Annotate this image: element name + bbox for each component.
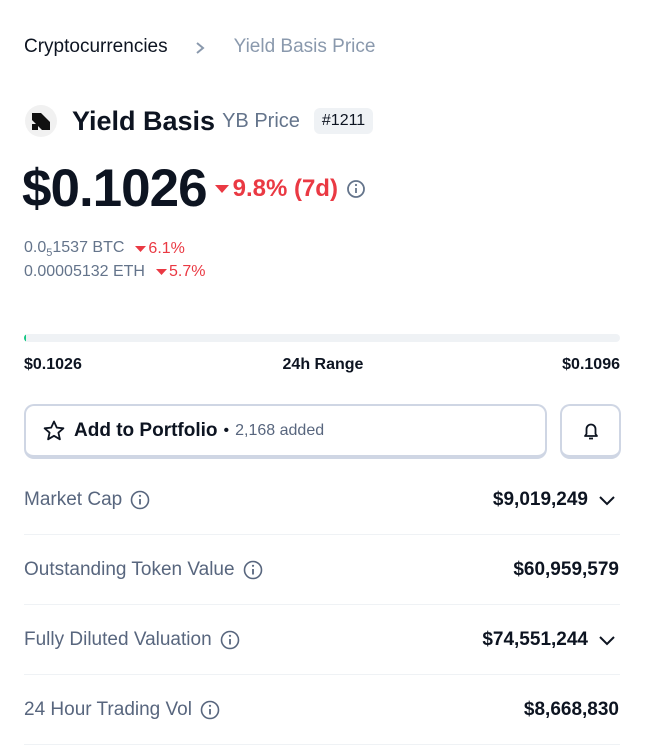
breadcrumb: Cryptocurrencies Yield Basis Price <box>24 36 375 58</box>
added-count: 2,168 added <box>235 421 325 439</box>
info-icon[interactable] <box>122 489 156 511</box>
range-fill <box>24 334 26 342</box>
eth-change: 5.7% <box>155 263 205 281</box>
btc-amount: 0.051537 BTC <box>24 239 124 259</box>
down-triangle <box>135 246 147 253</box>
eth-amount: 0.00005132 ETH <box>24 263 145 280</box>
btc-zeros: 5 <box>46 247 53 260</box>
coin-rank: #1211 <box>313 108 374 134</box>
expand-chevron[interactable] <box>588 490 620 510</box>
price-change: 9.8% (7d) <box>213 175 338 203</box>
stat-label: Outstanding Token Value <box>24 559 269 581</box>
price-change-text: 9.8% (7d) <box>232 174 338 202</box>
star-icon <box>43 420 65 440</box>
btc-change-text: 6.1% <box>148 240 185 258</box>
stat-value-text: $9,019,249 <box>492 488 588 510</box>
price: $0.1026 <box>22 159 208 218</box>
btc-prefix: 0.0 <box>24 239 47 256</box>
breadcrumb-chevron <box>195 42 205 54</box>
bell-icon <box>583 423 598 439</box>
stat-label-text: Outstanding Token Value <box>24 558 235 580</box>
button-label: Add to Portfolio <box>74 419 218 441</box>
stat-row: Fully Diluted Valuation $74,551,244 <box>24 605 620 675</box>
range-high: $0.1096 <box>562 356 620 373</box>
stat-label: Fully Diluted Valuation <box>24 629 246 651</box>
add-portfolio-button[interactable]: Add to Portfolio • 2,168 added <box>24 404 547 459</box>
info-icon[interactable] <box>212 629 246 651</box>
stat-value: $74,551,244 <box>482 629 620 651</box>
range-bar <box>24 334 620 342</box>
price-row: $0.1026 9.8% (7d) <box>22 158 372 219</box>
stat-value: $9,019,249 <box>493 489 620 511</box>
coin-name: Yield Basis <box>72 105 216 136</box>
stat-row: 24 Hour Trading Vol $8,668,830 <box>24 675 620 745</box>
btc-rest: 1537 BTC <box>52 239 125 256</box>
breadcrumb-link[interactable]: Cryptocurrencies <box>24 36 168 57</box>
stat-label-text: Market Cap <box>24 488 123 510</box>
stat-label: Market Cap <box>24 489 156 511</box>
range-low: $0.1026 <box>24 356 82 373</box>
info-icon[interactable] <box>338 178 372 200</box>
range-label: 24h Range <box>282 356 364 373</box>
expand-chevron[interactable] <box>588 630 620 650</box>
eth-conversion: 0.00005132 ETH 5.7% <box>24 263 205 281</box>
coin-logo <box>25 105 57 137</box>
stat-value-text: $8,668,830 <box>523 698 619 720</box>
info-icon[interactable] <box>235 559 269 581</box>
stat-label-text: Fully Diluted Valuation <box>24 628 212 650</box>
coin-header: Yield Basis YB Price #1211 <box>24 104 374 138</box>
coin-symbol: YB Price <box>222 109 300 132</box>
stat-value: $8,668,830 <box>524 699 620 721</box>
breadcrumb-current: Yield Basis Price <box>233 36 376 57</box>
btc-change: 6.1% <box>134 240 185 258</box>
stat-value: $60,959,579 <box>513 559 620 581</box>
btc-conversion: 0.051537 BTC 6.1% <box>24 239 185 259</box>
down-triangle <box>155 269 167 275</box>
stat-label: 24 Hour Trading Vol <box>24 699 226 721</box>
down-triangle <box>214 184 229 193</box>
eth-change-text: 5.7% <box>168 263 206 280</box>
stat-value-text: $60,959,579 <box>513 558 619 580</box>
separator: • <box>223 421 230 439</box>
stat-row: Outstanding Token Value $60,959,579 <box>24 535 620 605</box>
stat-value-text: $74,551,244 <box>482 628 588 650</box>
stat-row: Market Cap $9,019,249 <box>24 465 620 535</box>
info-icon[interactable] <box>192 699 226 721</box>
stat-label-text: 24 Hour Trading Vol <box>24 698 192 720</box>
alert-button[interactable] <box>560 404 621 459</box>
